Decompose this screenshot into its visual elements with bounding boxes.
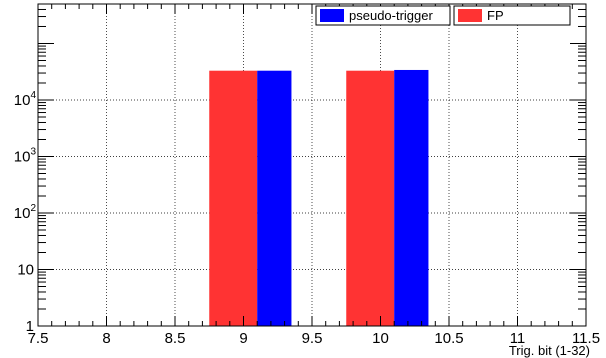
legend-entry-box <box>315 5 451 26</box>
x-axis-title: Trig. bit (1-32) <box>509 343 590 358</box>
ticks <box>37 3 587 327</box>
legend-swatch <box>320 9 344 22</box>
legend-label: pseudo-trigger <box>349 8 433 23</box>
y-tick-labels: 1 10 102 103 104 <box>14 90 37 335</box>
x-tick-labels: 7.5 8 8.5 9 9.5 10 10.5 11 11.5 <box>28 330 600 347</box>
x-tick-label: 8.5 <box>165 330 186 347</box>
bars <box>209 69 429 326</box>
legend: pseudo-trigger FP <box>315 5 571 26</box>
y-tick-label: 102 <box>14 203 37 222</box>
bar-fp <box>346 70 395 326</box>
y-tick-label: 1 <box>26 318 34 335</box>
y-tick-label: 10 <box>17 261 34 278</box>
x-tick-label: 7.5 <box>28 330 49 347</box>
grid <box>38 4 586 326</box>
bar-pseudo-trigger <box>394 69 429 326</box>
legend-entry-box <box>453 5 571 26</box>
y-tick-label: 103 <box>14 146 37 165</box>
x-tick-label: 10.5 <box>434 330 463 347</box>
x-tick-label: 10 <box>372 330 389 347</box>
x-tick-label: 11 <box>510 330 526 347</box>
x-tick-label: 9.5 <box>302 330 323 347</box>
bar-pseudo-trigger <box>257 70 292 326</box>
x-tick-label: 8 <box>102 330 110 347</box>
bar-fp <box>209 70 258 326</box>
legend-swatch <box>458 9 482 22</box>
legend-label: FP <box>487 8 504 23</box>
x-tick-label: 11.5 <box>572 330 600 347</box>
x-tick-label: 9 <box>239 330 247 347</box>
y-tick-label: 104 <box>14 90 37 109</box>
